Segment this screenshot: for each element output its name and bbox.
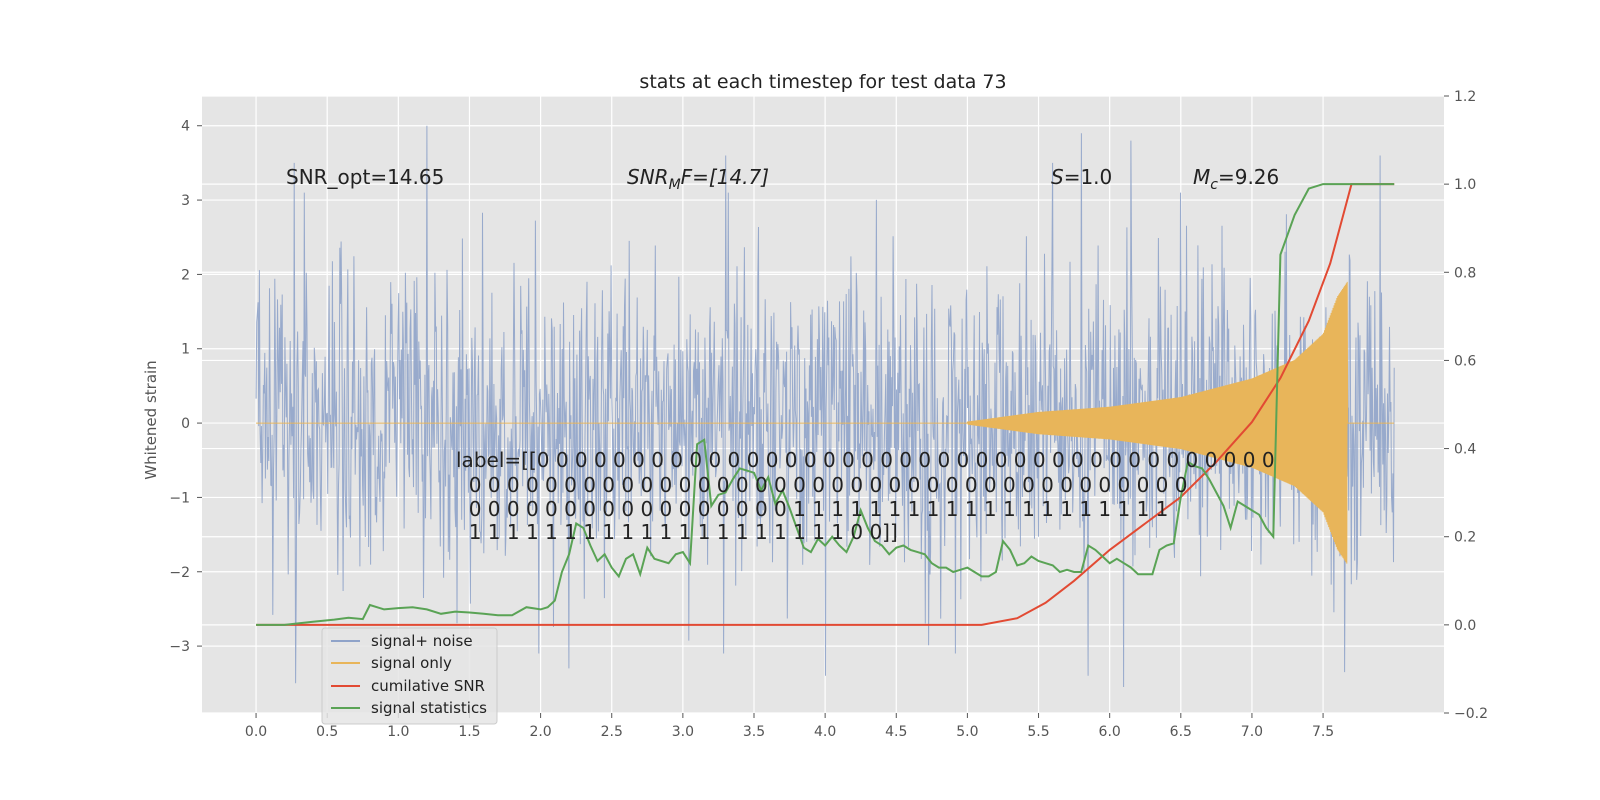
x-tick-label-8: 4.0 — [814, 724, 836, 740]
x-tick-label-2: 1.0 — [387, 724, 409, 740]
label-line-3: 0 0 0 0 0 0 0 0 0 0 0 0 0 0 0 0 0 1 1 1 … — [456, 497, 1168, 521]
x-tick-label-14: 7.0 — [1241, 724, 1263, 740]
y2-tick-label-4: 0.6 — [1454, 353, 1476, 369]
x-tick-label-13: 6.5 — [1170, 724, 1192, 740]
mc-symbol: M — [1193, 165, 1210, 189]
snr-mf-base: SNR — [627, 165, 669, 189]
y-tick-label-7: 4 — [181, 119, 190, 135]
signal-only-path — [256, 281, 1395, 564]
y2-tick-label-0: −0.2 — [1454, 706, 1488, 722]
x-tick-label-4: 2.0 — [529, 724, 551, 740]
s-annotation: S=1.0 — [1051, 165, 1112, 189]
legend-label-cumulative-snr: cumilative SNR — [371, 677, 485, 695]
legend-label-signal-only: signal only — [371, 654, 452, 672]
x-tick-label-11: 5.5 — [1027, 724, 1049, 740]
signal-plus-noise-line — [255, 125, 1395, 688]
x-tick-label-9: 4.5 — [885, 724, 907, 740]
y-tick-label-1: −2 — [169, 565, 190, 581]
s-value: =1.0 — [1064, 165, 1113, 189]
chart-title: stats at each timestep for test data 73 — [639, 71, 1006, 93]
signal-only-line — [256, 281, 1395, 564]
legend: signal+ noise signal only cumilative SNR… — [321, 627, 498, 725]
axes: 0.0 0.5 1.0 1.5 2.0 2.5 3.0 3.5 4.0 4.5 5.0 5.5 6.0 6… — [169, 89, 1488, 740]
y-tick-label-6: 3 — [181, 193, 190, 209]
x-tick-label-5: 2.5 — [601, 724, 623, 740]
y2-tick-label-1: 0.0 — [1454, 618, 1476, 634]
y-tick-label-3: 0 — [181, 416, 190, 432]
mc-subscript: c — [1210, 177, 1218, 193]
cumulative-snr-line — [256, 183, 1395, 626]
legend-label-signal-statistics: signal statistics — [371, 699, 487, 717]
cumulative-snr-path — [256, 183, 1395, 626]
mc-value: =9.26 — [1218, 165, 1279, 189]
y2-tick-label-6: 1.0 — [1454, 177, 1476, 193]
label-line-4: 1 1 1 1 1 1 1 1 1 1 1 1 1 1 1 1 1 1 1 1 … — [456, 520, 898, 544]
s-symbol: S — [1051, 165, 1064, 189]
snr-mf-subscript: M — [669, 177, 681, 193]
snr-opt-annotation: SNR_opt=14.65 — [286, 165, 444, 189]
x-tick-label-0: 0.0 — [245, 724, 267, 740]
x-tick-label-6: 3.0 — [672, 724, 694, 740]
signal-statistics-line — [256, 183, 1395, 626]
y-tick-label-4: 1 — [181, 342, 190, 358]
label-line-2: 0 0 0 0 0 0 0 0 0 0 0 0 0 0 0 0 0 0 0 0 … — [456, 473, 1187, 497]
x-tick-label-1: 0.5 — [316, 724, 338, 740]
x-tick-label-7: 3.5 — [743, 724, 765, 740]
x-tick-label-10: 5.0 — [956, 724, 978, 740]
y2-tick-label-7: 1.2 — [1454, 89, 1476, 105]
snr-mf-value: F=[14.7] — [681, 165, 769, 189]
legend-label-signal-noise: signal+ noise — [371, 632, 473, 650]
signal-statistics-path — [256, 183, 1395, 626]
x-tick-label-12: 6.0 — [1099, 724, 1121, 740]
snr-mf-annotation: SNRMF=[14.7] — [627, 165, 769, 193]
y2-tick-label-5: 0.8 — [1454, 265, 1476, 281]
y2-tick-label-3: 0.4 — [1454, 442, 1476, 458]
label-annotation: label=[[0 0 0 0 0 0 0 0 0 0 0 0 0 0 0 0 … — [456, 448, 1275, 544]
signal-plus-noise-path — [255, 125, 1395, 688]
y-tick-label-0: −3 — [169, 639, 190, 655]
mc-annotation: Mc=9.26 — [1193, 165, 1279, 193]
x-tick-label-15: 7.5 — [1312, 724, 1334, 740]
label-line-1: label=[[0 0 0 0 0 0 0 0 0 0 0 0 0 0 0 0 … — [456, 448, 1275, 472]
x-tick-label-3: 1.5 — [458, 724, 480, 740]
legend-box — [321, 627, 498, 725]
y-axis-label: Whitened strain — [142, 360, 160, 479]
y-tick-label-2: −1 — [169, 490, 190, 506]
y-tick-label-5: 2 — [181, 267, 190, 283]
y2-tick-label-2: 0.2 — [1454, 530, 1476, 546]
